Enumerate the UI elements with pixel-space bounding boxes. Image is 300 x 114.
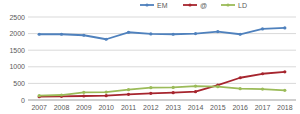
series-marker — [38, 94, 41, 97]
series-marker — [194, 90, 197, 93]
series-marker — [105, 38, 108, 41]
x-tick-label: 2010 — [98, 104, 114, 111]
legend-label: EM — [157, 2, 168, 9]
legend-label: LD — [238, 2, 247, 9]
series-marker — [194, 32, 197, 35]
series-line — [39, 28, 285, 39]
legend-swatch — [140, 4, 154, 6]
x-tick-label: 2013 — [165, 104, 181, 111]
series-marker — [127, 88, 130, 91]
legend-swatch — [221, 4, 235, 6]
series-marker — [261, 87, 264, 90]
x-tick-label: 2007 — [31, 104, 47, 111]
x-tick-label: 2015 — [210, 104, 226, 111]
series-marker — [105, 94, 108, 97]
y-tick-label: 1500 — [9, 47, 25, 54]
x-tick-label: 2009 — [76, 104, 92, 111]
series-marker — [261, 27, 264, 30]
legend-label: @ — [200, 2, 207, 9]
legend-marker — [226, 3, 229, 6]
grid-line — [28, 50, 296, 51]
series-marker — [283, 70, 286, 73]
series-marker — [60, 33, 63, 36]
chart-container: 0 500 1000 1500 2000 2500 2007 2008 2009 2010 2011… — [0, 0, 300, 114]
series-marker — [149, 92, 152, 95]
y-tick-label: 500 — [13, 80, 25, 87]
x-tick-label: 2014 — [188, 104, 204, 111]
grid-line — [28, 100, 296, 101]
series-marker — [283, 26, 286, 29]
plot-area — [38, 26, 287, 98]
series-marker — [82, 34, 85, 37]
legend-marker — [145, 3, 148, 6]
series-marker — [105, 90, 108, 93]
series-marker — [149, 86, 152, 89]
series-marker — [60, 93, 63, 96]
legend-swatch — [183, 4, 197, 6]
series-marker — [239, 33, 242, 36]
series-marker — [194, 84, 197, 87]
grid-line — [28, 83, 296, 84]
series-marker — [216, 85, 219, 88]
y-tick-label: 2500 — [9, 14, 25, 21]
series-marker — [38, 95, 41, 98]
series-marker — [239, 76, 242, 79]
series-marker — [216, 30, 219, 33]
x-tick-label: 2018 — [277, 104, 293, 111]
y-tick-label: 1000 — [9, 63, 25, 70]
series-marker — [127, 31, 130, 34]
y-tick-label: 0 — [21, 97, 25, 104]
legend-marker — [188, 3, 191, 6]
series-marker — [172, 33, 175, 36]
series-marker — [82, 91, 85, 94]
series-marker — [261, 72, 264, 75]
x-tick-label: 2011 — [121, 104, 136, 111]
series-line — [39, 72, 285, 97]
x-tick-label: 2008 — [54, 104, 70, 111]
series-marker — [82, 94, 85, 97]
series-marker — [127, 93, 130, 96]
series-marker — [172, 86, 175, 89]
series-marker — [283, 89, 286, 92]
grid-line — [28, 17, 296, 18]
series-marker — [172, 91, 175, 94]
x-tick-label: 2016 — [232, 104, 248, 111]
x-axis — [28, 100, 296, 101]
series-marker — [38, 33, 41, 36]
grid-line — [28, 66, 296, 67]
chart: 0 500 1000 1500 2000 2500 2007 2008 2009 2010 2011… — [0, 0, 300, 114]
x-tick-label: 2012 — [143, 104, 159, 111]
y-tick-label: 2000 — [9, 30, 25, 37]
series-marker — [239, 87, 242, 90]
series-marker — [149, 32, 152, 35]
x-tick-label: 2017 — [255, 104, 271, 111]
series-line — [39, 86, 285, 96]
